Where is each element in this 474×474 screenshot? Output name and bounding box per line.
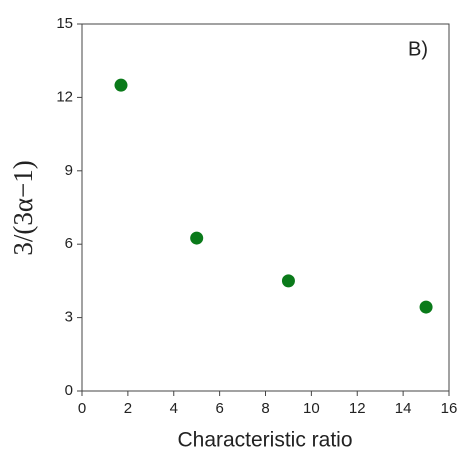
y-tick-label: 3: [65, 309, 73, 326]
y-tick-label: 15: [56, 15, 73, 32]
point: [114, 78, 128, 92]
y-tick-label: 0: [65, 382, 73, 399]
y-tick-label: 12: [56, 88, 73, 105]
x-axis-label: Characteristic ratio: [177, 429, 352, 452]
plot-frame: [81, 23, 450, 392]
x-tick-label: 0: [78, 400, 86, 417]
x-tick-label: 2: [124, 400, 132, 417]
y-tick-label: 6: [65, 235, 73, 252]
y-tick-label: 9: [65, 162, 73, 179]
x-tick-label: 12: [349, 400, 366, 417]
x-tick-label: 4: [170, 400, 178, 417]
annotation: B): [408, 38, 428, 60]
x-tick-label: 8: [261, 400, 269, 417]
point: [281, 274, 295, 288]
point: [190, 231, 204, 245]
x-tick-label: 16: [441, 400, 458, 417]
point: [419, 300, 433, 314]
x-tick-label: 6: [215, 400, 223, 417]
y-axis-label: 3/(3α−1): [8, 160, 38, 255]
x-tick-label: 14: [395, 400, 412, 417]
x-tick-label: 10: [303, 400, 320, 417]
